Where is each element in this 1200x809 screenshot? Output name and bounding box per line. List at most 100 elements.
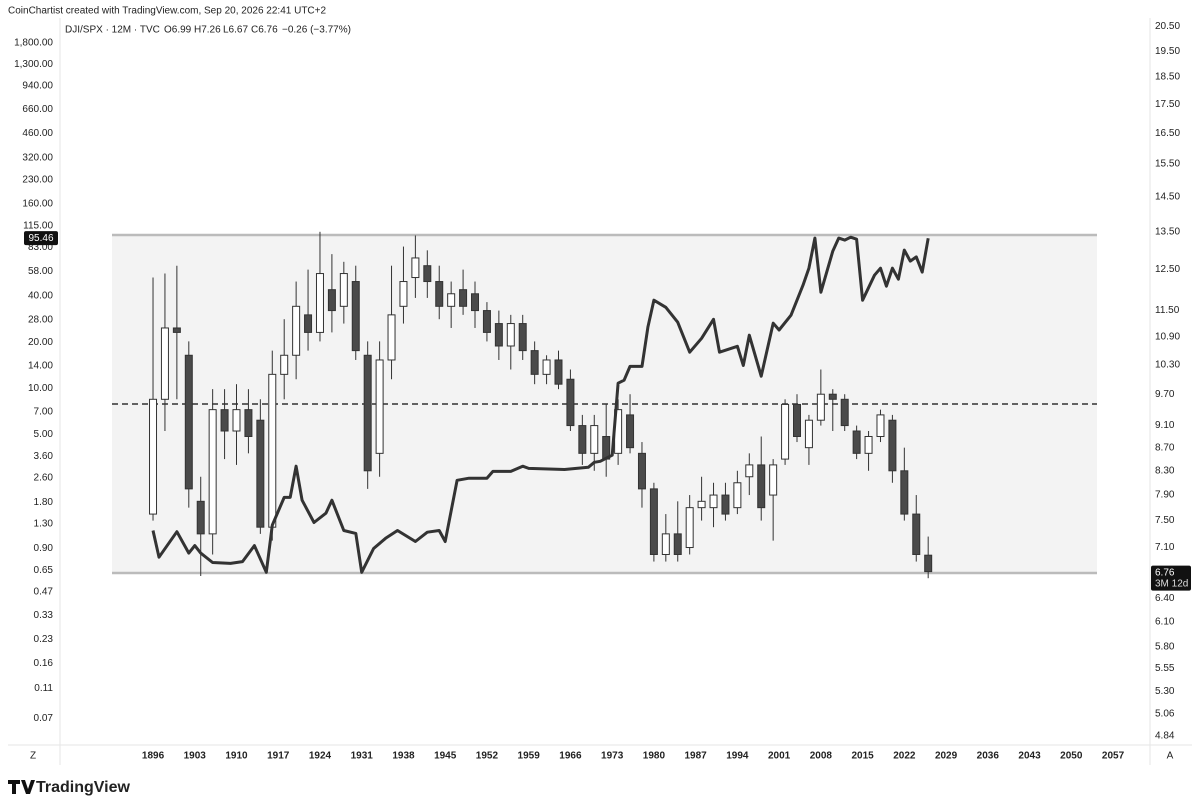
legend-change: −0.26 (−3.77%): [282, 25, 351, 36]
line-series: [151, 235, 930, 574]
logo-text: TradingView: [36, 779, 131, 796]
x-tick-label: 2043: [1018, 751, 1041, 762]
candle-body: [709, 494, 718, 509]
y-tick-label: 83.00: [28, 242, 53, 253]
candle-body: [769, 464, 778, 496]
candle-body: [196, 500, 205, 535]
y2-tick-label: 7.50: [1155, 515, 1175, 526]
y2-tick-label: 5.80: [1155, 642, 1175, 653]
candle-body: [411, 257, 420, 279]
x-tick-label: 1987: [685, 751, 708, 762]
x-tick-label: 1952: [476, 751, 499, 762]
x-tick-label: 2022: [893, 751, 916, 762]
candle-body: [208, 409, 217, 535]
candle-body: [351, 281, 360, 352]
y-tick-label: 3.60: [34, 451, 54, 462]
y2-tick-label: 15.50: [1155, 159, 1180, 170]
y2-tick-label: 8.30: [1155, 465, 1175, 476]
y2-tick-label: 17.50: [1155, 99, 1180, 110]
y-tick-label: 0.16: [34, 658, 54, 669]
candle-body: [244, 409, 253, 437]
candle-body: [149, 398, 158, 515]
log-toggle[interactable]: Z: [30, 751, 36, 762]
candle-body: [387, 314, 396, 361]
candle-body: [447, 293, 456, 307]
candle-body: [745, 464, 754, 478]
auto-toggle[interactable]: A: [1167, 751, 1174, 762]
candle-body: [864, 435, 873, 454]
y2-tick-label: 4.84: [1155, 730, 1175, 741]
candle-body: [339, 273, 348, 307]
line-last-value: 95.46: [28, 233, 53, 244]
y2-tick-label: 6.40: [1155, 593, 1175, 604]
x-tick-label: 1973: [601, 751, 624, 762]
candle-body: [876, 414, 885, 437]
legend-high: H7.26: [194, 25, 221, 36]
x-tick-label: 2036: [977, 751, 1000, 762]
logo-mark: [8, 780, 35, 794]
candle-body: [840, 398, 849, 427]
x-tick-label: 2050: [1060, 751, 1083, 762]
candle-body: [459, 289, 468, 307]
y2-tick-label: 12.50: [1155, 264, 1180, 275]
x-tick-label: 1917: [267, 751, 290, 762]
candle-body: [327, 289, 336, 312]
y-tick-label: 58.00: [28, 266, 53, 277]
candle-body: [661, 533, 670, 555]
x-tick-label: 2008: [810, 751, 833, 762]
candle-body: [721, 494, 730, 515]
y-tick-label: 0.47: [34, 586, 54, 597]
y-tick-label: 20.00: [28, 337, 53, 348]
y2-tick-label: 8.70: [1155, 442, 1175, 453]
x-tick-label: 1959: [518, 751, 541, 762]
legend-low: L6.67: [223, 25, 248, 36]
y2-tick-label: 11.50: [1155, 305, 1180, 316]
y-tick-label: 5.00: [34, 429, 54, 440]
candle-body: [399, 281, 408, 307]
candle-body: [494, 323, 503, 347]
logo: TradingView: [8, 779, 131, 796]
candle-body: [160, 327, 169, 400]
candle-body: [220, 409, 229, 432]
candle-body: [315, 273, 324, 333]
y2-tick-label: 18.50: [1155, 72, 1180, 83]
y2-tick-label: 9.10: [1155, 420, 1175, 431]
y2-tick-label: 9.70: [1155, 389, 1175, 400]
y-tick-label: 0.65: [34, 565, 54, 576]
candle-body: [232, 409, 241, 432]
y-tick-label: 460.00: [22, 128, 53, 139]
x-tick-label: 1938: [392, 751, 415, 762]
candle-body: [804, 419, 813, 449]
y-tick-label: 0.33: [34, 610, 54, 621]
y-tick-label: 0.23: [34, 634, 54, 645]
candle-body: [518, 323, 527, 352]
y2-tick-label: 5.30: [1155, 686, 1175, 697]
candle-body: [793, 403, 802, 437]
candle-body: [268, 373, 277, 528]
candle-body: [566, 378, 575, 427]
line-last-badge: [24, 231, 58, 246]
y-tick-label: 160.00: [22, 198, 53, 209]
candle-body: [900, 470, 909, 515]
candle-body: [685, 507, 694, 549]
y-tick-label: 115.00: [23, 220, 53, 231]
candle-body: [471, 293, 480, 312]
candle-body: [542, 359, 551, 375]
candle-body: [637, 452, 646, 490]
candle-body: [816, 393, 825, 421]
candle-body: [673, 533, 682, 555]
x-tick-label: 1945: [434, 751, 457, 762]
x-tick-label: 1924: [309, 751, 332, 762]
y-tick-label: 40.00: [28, 291, 53, 302]
x-tick-label: 1994: [726, 751, 749, 762]
candle-body: [280, 354, 289, 375]
x-tick-label: 1910: [225, 751, 248, 762]
candle-body: [578, 425, 587, 454]
candle-body: [375, 359, 384, 454]
candle-body: [554, 359, 563, 385]
bar-countdown: 3M 12d: [1155, 578, 1188, 589]
y-tick-label: 1.30: [34, 519, 54, 530]
x-tick-label: 2001: [768, 751, 791, 762]
candle-body: [435, 281, 444, 307]
